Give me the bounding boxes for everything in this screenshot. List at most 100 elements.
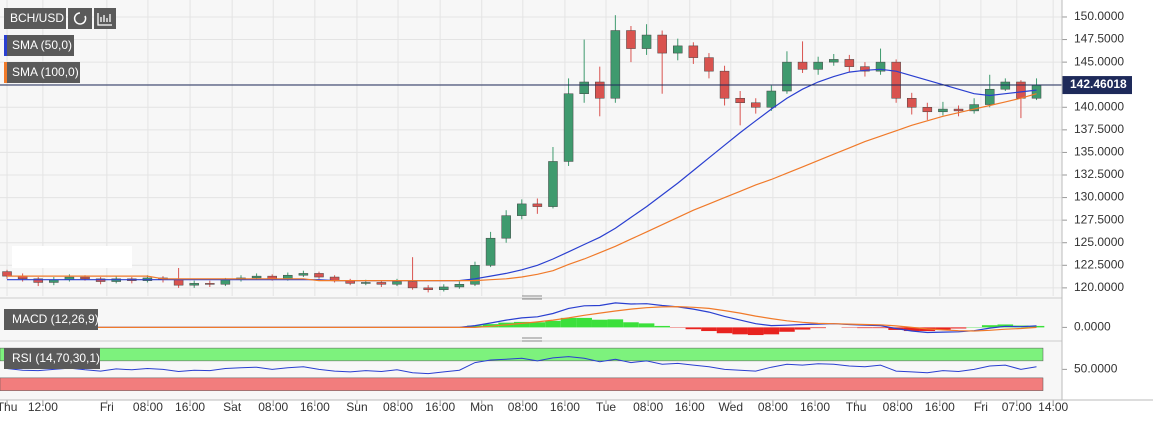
- candle-body: [735, 97, 745, 104]
- macd-histogram-bar: [872, 327, 889, 329]
- candle-body: [953, 108, 964, 112]
- candle-body: [423, 287, 433, 290]
- candle-body: [376, 282, 387, 285]
- x-tick-label: Sat: [223, 400, 242, 414]
- legend-label: SMA (50,0): [12, 38, 72, 52]
- x-tick-label: 08:00: [508, 400, 538, 414]
- candle-body: [766, 90, 777, 108]
- resize-handle[interactable]: [522, 337, 542, 342]
- candle-body: [688, 45, 699, 58]
- candle-body: [298, 273, 309, 276]
- candle-body: [205, 283, 215, 285]
- indicator-box[interactable]: [4, 309, 98, 330]
- x-tick-label: 16:00: [800, 400, 830, 414]
- y-tick-label: 137.5000: [1074, 122, 1124, 136]
- macd-histogram-bar: [810, 327, 826, 329]
- macd-histogram-bar: [607, 319, 624, 328]
- macd-histogram-bar: [701, 327, 717, 332]
- candle-body: [2, 271, 12, 277]
- legend-swatch: [4, 62, 7, 83]
- macd-histogram-bar: [638, 323, 655, 328]
- candle-body: [906, 97, 917, 108]
- candle-body: [938, 108, 948, 113]
- candle-body: [220, 279, 231, 285]
- macd-histogram-bar: [763, 327, 780, 335]
- legend: BCH/USD SMA (50,0) SMA (100,0) MACD (12,…: [4, 8, 116, 369]
- y-tick-label: 50.0000: [1074, 362, 1118, 376]
- reload-button[interactable]: [68, 8, 92, 29]
- bars-icon: [97, 13, 112, 26]
- candle-body: [470, 265, 480, 285]
- candle-body: [797, 61, 808, 70]
- x-tick-label: 08:00: [133, 400, 163, 414]
- legend-box[interactable]: [4, 35, 74, 56]
- x-tick-label: 08:00: [758, 400, 788, 414]
- rsi-band: [0, 347, 1044, 362]
- candle-body: [875, 61, 886, 72]
- candle-body: [750, 102, 761, 108]
- macd-histogram-bar: [981, 325, 998, 328]
- x-tick-label: Mon: [470, 400, 493, 414]
- candle-body: [563, 93, 574, 162]
- x-tick-label: Thu: [0, 400, 17, 414]
- last-price-box: [1062, 76, 1132, 95]
- macd-histogram-bar: [591, 319, 608, 328]
- candle-body: [361, 282, 371, 284]
- sma-line: [7, 93, 1037, 282]
- candle-body: [844, 59, 855, 67]
- x-tick-label: Fri: [974, 400, 988, 414]
- candle-body: [860, 66, 870, 72]
- candle-body: [657, 34, 667, 54]
- legend-box[interactable]: [4, 62, 80, 83]
- y-tick-label: 0.0000: [1074, 320, 1111, 334]
- x-tick-label: 16:00: [425, 400, 455, 414]
- symbol-box[interactable]: [4, 8, 66, 29]
- candle-body: [891, 61, 901, 99]
- candle-body: [517, 203, 527, 216]
- candle-body: [782, 61, 792, 92]
- macd-histogram-bar: [623, 322, 639, 328]
- x-tick-label: 14:00: [1038, 400, 1068, 414]
- last-price-label: 142.46018: [1070, 77, 1127, 91]
- candle-body: [532, 203, 543, 207]
- macd-histogram-bar: [560, 317, 577, 328]
- y-tick-label: 132.5000: [1074, 167, 1124, 181]
- candle-body: [922, 107, 933, 113]
- x-tick-label: Tue: [596, 400, 617, 414]
- resize-handle[interactable]: [522, 295, 542, 300]
- x-tick-label: 16:00: [550, 400, 580, 414]
- candle-body: [984, 88, 995, 105]
- indicator-label: RSI (14,70,30,1): [12, 351, 100, 365]
- x-tick-label: 16:00: [300, 400, 330, 414]
- macd-histogram-bar: [513, 321, 530, 328]
- macd-histogram-bar: [685, 327, 702, 330]
- candle-body: [485, 237, 496, 266]
- y-tick-label: 140.0000: [1074, 99, 1124, 113]
- macd-histogram-bar: [857, 327, 873, 329]
- symbol: BCH/USD: [10, 11, 64, 25]
- chart-type-button[interactable]: [94, 8, 116, 29]
- sma-line: [7, 68, 1037, 282]
- candle-body: [548, 161, 558, 207]
- indicator-box[interactable]: [4, 348, 100, 369]
- x-tick-label: 16:00: [675, 400, 705, 414]
- x-tick-label: Wed: [719, 400, 743, 414]
- rsi-band: [0, 377, 1044, 391]
- macd-histogram-bar: [545, 320, 561, 328]
- rsi-line: [6, 356, 1037, 375]
- y-tick-label: 150.0000: [1074, 9, 1124, 23]
- x-tick-label: 16:00: [925, 400, 955, 414]
- y-tick-label: 127.5000: [1074, 212, 1124, 226]
- macd-histogram-bar: [467, 325, 483, 328]
- candle-body: [314, 273, 324, 278]
- y-tick-label: 130.0000: [1074, 190, 1124, 204]
- candle-body: [579, 81, 589, 94]
- blank-box: [12, 246, 132, 268]
- candle-body: [392, 281, 402, 285]
- x-tick-label: 07:00: [1002, 400, 1032, 414]
- macd-histogram-bar: [935, 327, 951, 330]
- candle-body: [454, 284, 465, 288]
- candle-body: [610, 30, 621, 99]
- macd-histogram-bar: [529, 322, 546, 328]
